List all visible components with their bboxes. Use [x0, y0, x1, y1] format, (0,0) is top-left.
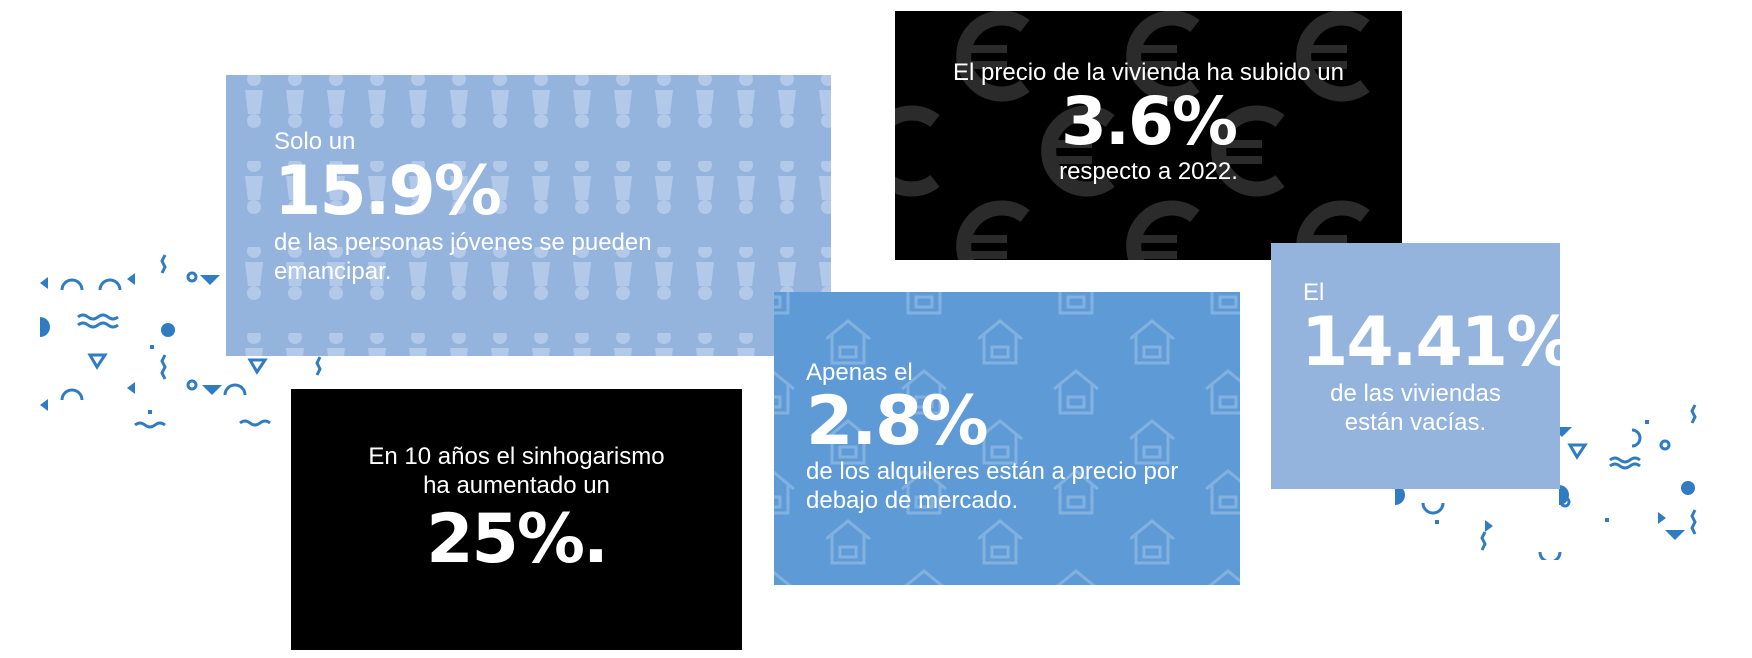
stat-prefix: Solo un — [274, 128, 356, 155]
stat-description-line-2: debajo de mercado. — [806, 487, 1019, 514]
stat-card-homelessness: En 10 años el sinhogarismo ha aumentado … — [291, 389, 742, 650]
stat-value: 15.9% — [274, 152, 502, 231]
house-icon — [774, 292, 1240, 585]
stat-prefix: Apenas el — [806, 359, 913, 386]
stat-description-line-2: emancipar. — [274, 258, 392, 285]
stat-value: 3.6% — [1060, 83, 1238, 160]
stat-description-line-1: En 10 años el sinhogarismo — [368, 443, 665, 470]
stat-value: 2.8% — [806, 382, 989, 461]
stat-description-line-1: de las personas jóvenes se pueden — [274, 229, 652, 256]
stat-value: 14.41% — [1301, 303, 1560, 382]
euro-icon — [895, 11, 1370, 260]
stat-description-line-1: de las viviendas — [1330, 380, 1501, 407]
stat-description-line-1: de los alquileres están a precio por — [806, 458, 1179, 485]
stat-card-housing-price: El precio de la vivienda ha subido un 3.… — [895, 11, 1402, 260]
person-icon — [226, 75, 831, 356]
stat-description-line-2: respecto a 2022. — [1059, 158, 1238, 185]
stat-description-line-1: El precio de la vivienda ha subido un — [953, 59, 1344, 86]
decorative-pattern-left — [40, 254, 322, 429]
stat-description-line-2: ha aumentado un — [423, 472, 610, 499]
stat-description-line-2: están vacías. — [1344, 409, 1487, 436]
stat-card-below-market-rent: Apenas el 2.8% de los alquileres están a… — [774, 292, 1240, 585]
stat-value: 25%. — [426, 500, 609, 579]
stat-card-vacant-housing: El 14.41% de las viviendas están vacías. — [1271, 243, 1560, 489]
stat-card-youth-emancipation: Solo un 15.9% de las personas jóvenes se… — [226, 75, 831, 356]
stat-prefix: El — [1303, 279, 1325, 306]
